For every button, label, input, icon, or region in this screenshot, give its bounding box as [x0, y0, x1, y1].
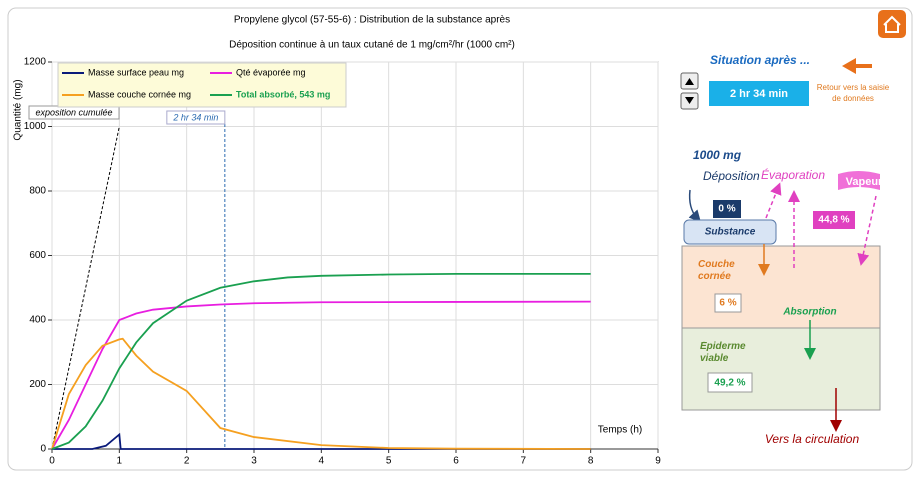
substance: Substance: [705, 227, 756, 238]
deposition: Déposition: [703, 169, 760, 183]
evap-arrow: [765, 182, 782, 219]
substance-box: [683, 219, 777, 245]
y-tick-label: 1000: [24, 121, 47, 132]
legend-label: Masse surface peau mg: [88, 67, 184, 77]
legend-label: Total absorbé, 543 mg: [236, 89, 330, 99]
couche-region: [681, 245, 881, 329]
epiderme-label-box: Épiderme viable: [700, 341, 746, 364]
time-box: [709, 81, 809, 106]
dose: 1000 mg: [693, 148, 742, 162]
vapeur-pct-box: [813, 211, 855, 229]
couche-pct-box: [714, 293, 742, 313]
series-line: [51, 272, 591, 450]
couche-label-box: Couche cornée: [698, 259, 735, 282]
series-line: [51, 337, 591, 450]
absorption: Absorption: [782, 307, 836, 318]
evaporation: Évaporation: [761, 167, 825, 182]
back-label: Retour vers la saisie de données: [816, 83, 890, 103]
x-tick-label: 1: [117, 456, 123, 467]
y-tick-label: 200: [29, 379, 46, 390]
surface-pct-box: [713, 200, 741, 218]
x-tick-label: 5: [386, 456, 392, 467]
x-tick-label: 0: [49, 456, 55, 467]
home-button[interactable]: [878, 10, 906, 38]
chart-subtitle: Déposition continue à un taux cutané de …: [229, 40, 515, 51]
back-label-box: Retour vers la saisie de données: [816, 83, 890, 103]
x-tick-label: 2: [184, 456, 190, 467]
time-marker-label: 2 hr 34 min: [172, 112, 218, 122]
back-arrow[interactable]: [842, 58, 872, 74]
situation: Situation après ...: [710, 53, 810, 67]
up-icon: [685, 78, 694, 85]
deposition-arrow: [688, 189, 702, 223]
circulation: Vers la circulation: [765, 432, 860, 446]
couche-pct: 6 %: [719, 298, 736, 309]
epiderme-region: [681, 327, 881, 411]
epiderme: Épiderme viable: [700, 341, 746, 364]
plot: 0 1 2 3 4 5 6 7 8 9 0 200 400 600 800 1000 1200 expositio…: [24, 57, 661, 467]
legend-label: Masse couche cornée mg: [88, 89, 191, 99]
home-icon: [883, 15, 901, 33]
vapeur: Vapeur: [846, 176, 883, 188]
series-line: [52, 432, 591, 450]
series-line: [51, 300, 591, 450]
couche: Couche cornée: [698, 259, 735, 282]
epiderme-pct-box: [707, 372, 753, 393]
exposure-label: exposition cumulée: [35, 107, 112, 117]
time-value: 2 hr 34 min: [730, 88, 788, 100]
down-icon: [685, 97, 694, 104]
y-tick-label: 1200: [24, 57, 47, 68]
chart-title: Propylene glycol (57-55-6) : Distributio…: [234, 15, 510, 26]
x-tick-label: 3: [251, 456, 257, 467]
legend: [57, 62, 347, 108]
vapeur-banner: [838, 171, 880, 190]
legend-label: Qté évaporée mg: [236, 67, 306, 77]
time-marker-box: [166, 110, 226, 125]
epiderme-pct: 49,2 %: [714, 378, 745, 389]
y-tick-label: 600: [29, 250, 46, 261]
y-tick-label: 0: [40, 444, 46, 455]
y-axis-label: Quantité (mg): [13, 79, 24, 140]
x-tick-label: 6: [453, 456, 459, 467]
x-tick-label: 8: [588, 456, 594, 467]
y-tick-label: 400: [29, 315, 46, 326]
x-axis-label: Temps (h): [598, 425, 642, 436]
vapeur-arrow: [857, 195, 877, 266]
x-tick-label: 9: [655, 456, 661, 467]
y-tick-label: 800: [29, 186, 46, 197]
vapeur-pct: 44,8 %: [818, 215, 849, 226]
surface-pct: 0 %: [718, 204, 735, 215]
x-tick-label: 4: [319, 456, 325, 467]
x-tick-label: 7: [521, 456, 527, 467]
